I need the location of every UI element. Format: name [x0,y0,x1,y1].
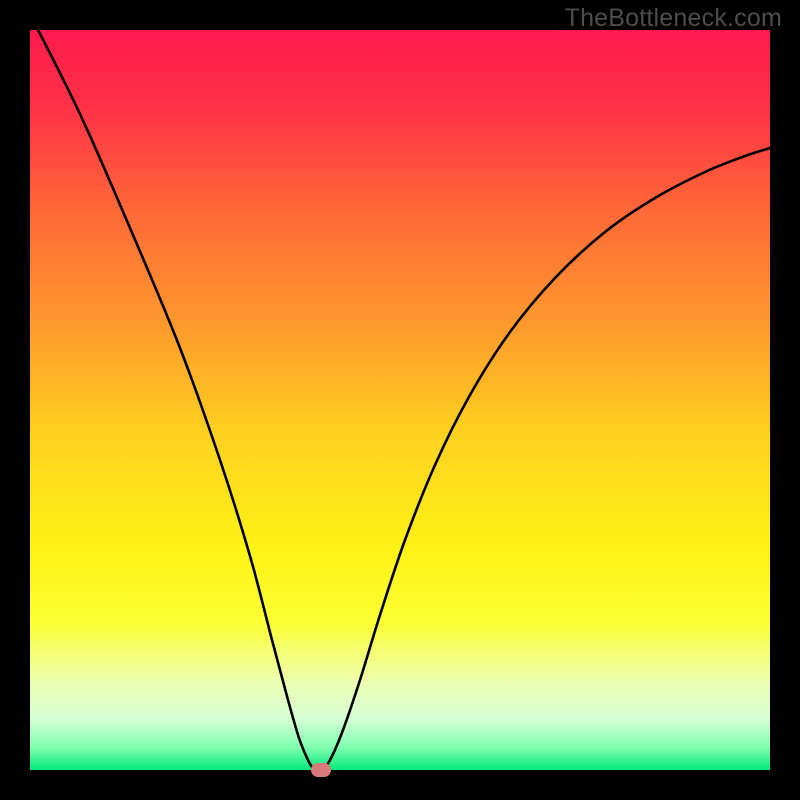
bottleneck-curve [30,30,770,770]
plot-area [30,30,770,770]
optimum-marker [311,763,331,777]
watermark-text: TheBottleneck.com [565,4,782,33]
chart-canvas: TheBottleneck.com [0,0,800,800]
